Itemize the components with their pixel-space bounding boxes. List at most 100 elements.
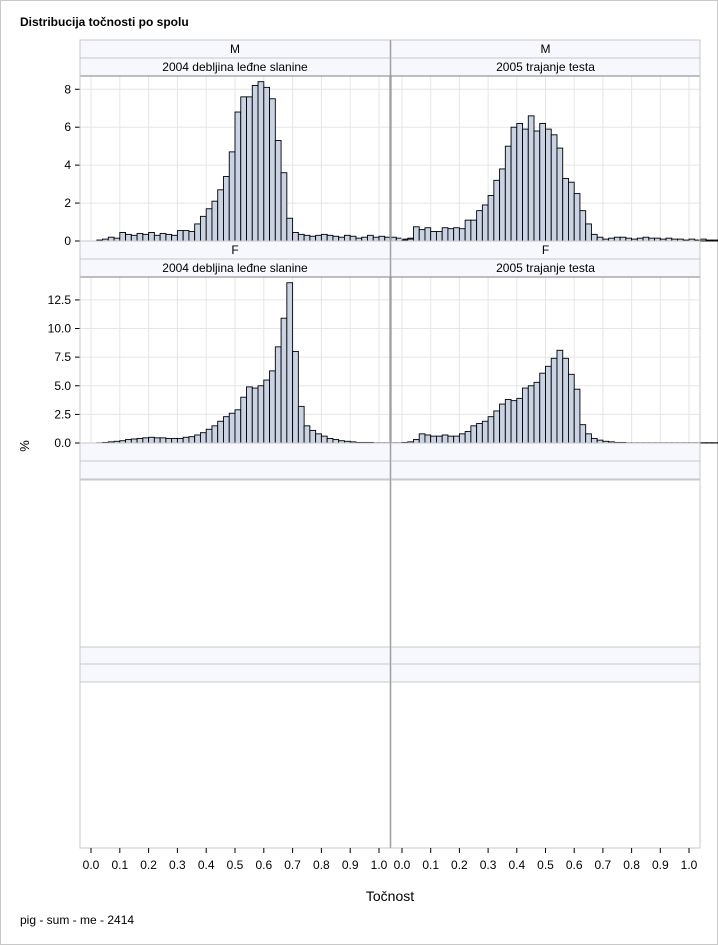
x-tick-label: 0.6	[255, 858, 272, 872]
histogram-bar	[481, 204, 489, 242]
histogram-bar	[194, 223, 201, 242]
x-tick-label: 0.9	[342, 858, 359, 872]
histogram-bar	[430, 435, 437, 444]
histogram-bar	[596, 236, 604, 242]
histogram-bar	[148, 436, 155, 444]
histogram-bar	[367, 234, 374, 242]
histogram-bar	[234, 409, 242, 444]
empty-column-header-cell	[79, 460, 391, 480]
empty-panel	[79, 479, 391, 648]
empty-row-header-cell	[79, 646, 391, 666]
histogram-bar	[217, 189, 224, 242]
histogram-bar	[199, 215, 207, 242]
histogram-bar	[579, 424, 587, 444]
histogram-bar	[343, 234, 351, 242]
histogram-bar	[430, 231, 437, 242]
histogram-bar	[556, 147, 564, 242]
x-tick-label: 0.3	[480, 858, 497, 872]
histogram-bar	[130, 438, 138, 444]
column-header-label: 2005 trajanje testa	[496, 261, 595, 275]
histogram-bar	[378, 235, 386, 242]
histogram-bar	[522, 128, 529, 242]
histogram-bar	[705, 239, 713, 242]
histogram-bar	[711, 239, 718, 242]
y-tick-label: 10.0	[48, 322, 72, 336]
histogram-bar	[424, 227, 432, 242]
histogram-bar	[413, 439, 420, 444]
y-tick-label: 7.5	[54, 350, 71, 364]
histogram-bar	[240, 396, 247, 444]
histogram-bar	[326, 437, 334, 444]
histogram-bar	[148, 232, 155, 242]
histogram-bar	[165, 437, 173, 444]
histogram-bar	[361, 236, 368, 242]
histogram-bar	[263, 379, 271, 444]
x-tick-label: 1.0	[681, 858, 698, 872]
x-tick-label: 0.1	[422, 858, 439, 872]
histogram-bar	[182, 230, 190, 242]
histogram-bar	[125, 439, 132, 444]
histogram-bar	[527, 115, 535, 242]
empty-row-header-cell	[390, 646, 701, 666]
histogram-bar	[579, 210, 587, 242]
histogram-bar	[217, 420, 224, 444]
histogram-bar	[413, 226, 420, 242]
y-tick-label: 2	[64, 196, 71, 210]
histogram-bar	[320, 435, 328, 444]
histogram-bar	[539, 122, 546, 242]
histogram-bar	[240, 96, 247, 242]
chart-title: Distribucija točnosti po spolu	[20, 15, 189, 29]
histogram-bar	[125, 233, 132, 242]
histogram-bar	[418, 229, 426, 242]
histogram-bar	[286, 217, 294, 242]
histogram-bar	[165, 233, 173, 242]
histogram-bar	[188, 231, 196, 242]
histogram-bar	[332, 439, 340, 444]
x-tick-label: 0.5	[537, 858, 554, 872]
histogram-bar	[297, 233, 305, 242]
x-tick-label: 0.4	[198, 858, 215, 872]
histogram-bar	[458, 433, 466, 444]
histogram-bar	[522, 387, 529, 444]
histogram-bar	[545, 365, 552, 444]
x-tick-label: 0.0	[394, 858, 411, 872]
histogram-bar	[435, 435, 443, 444]
histogram-bar	[303, 234, 311, 242]
histogram-bar	[487, 416, 495, 444]
histogram-bar	[418, 433, 426, 444]
histogram-bar	[320, 233, 328, 242]
histogram-bar	[510, 126, 518, 242]
histogram-bar	[556, 349, 564, 444]
histogram-bar	[159, 232, 167, 242]
histogram-bar	[562, 177, 569, 242]
histogram-bar	[441, 434, 449, 444]
histogram-bar	[545, 128, 552, 242]
x-tick-label: 0.8	[313, 858, 330, 872]
histogram-bar	[435, 231, 443, 242]
histogram-bar	[700, 238, 707, 242]
histogram-bar	[326, 234, 334, 242]
x-tick-label: 0.3	[169, 858, 186, 872]
y-tick-label: 4	[64, 158, 71, 172]
histogram-bar	[280, 172, 288, 242]
histogram-bar	[136, 437, 144, 444]
y-tick-label: 5.0	[54, 379, 71, 393]
histogram-bar	[585, 223, 592, 242]
histogram-bar	[286, 282, 294, 444]
histogram-bar	[458, 228, 466, 242]
histogram-bar	[539, 372, 546, 444]
footnote: pig - sum - me - 2414	[20, 913, 135, 927]
histogram-bar	[464, 219, 472, 242]
histogram-bar	[493, 179, 501, 242]
column-header-label: 2004 debljina leđne slanine	[162, 261, 308, 275]
histogram-bar	[590, 233, 598, 242]
row-header-label: F	[231, 243, 238, 257]
histogram-bar	[182, 436, 190, 444]
histogram-bar	[499, 168, 506, 242]
histogram-bar	[568, 373, 575, 444]
histogram-bar	[223, 416, 230, 444]
histogram-bar	[246, 386, 253, 444]
histogram-bar	[487, 195, 495, 242]
histogram-bar	[619, 236, 627, 242]
histogram-bar	[130, 234, 138, 242]
